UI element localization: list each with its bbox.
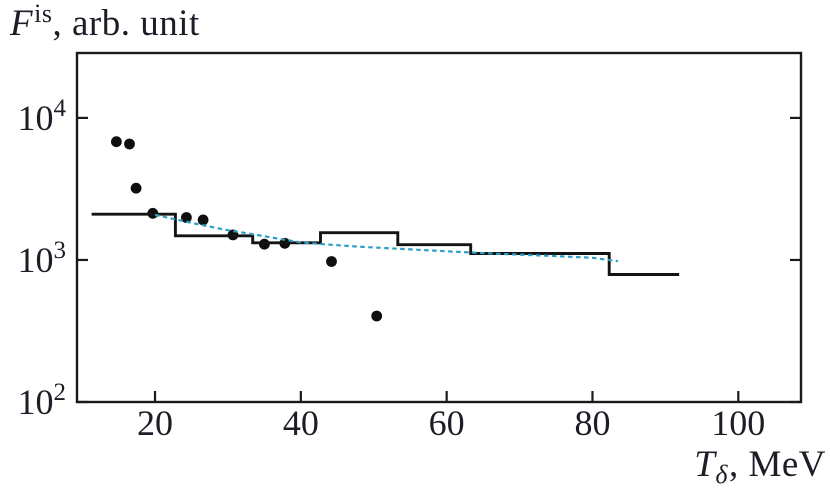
y-tick-label: 104 (18, 95, 67, 138)
y-title-symbol: F (10, 3, 34, 44)
y-title-superscript: is (34, 0, 53, 28)
x-title-symbol: T (694, 444, 716, 485)
x-tick-label: 100 (711, 403, 765, 443)
data-point (197, 214, 209, 226)
x-tick-label: 20 (137, 403, 173, 443)
data-point (124, 138, 135, 150)
histogram-step-line (91, 212, 680, 276)
data-point (111, 136, 122, 148)
x-tick-label: 60 (429, 403, 465, 443)
y-axis-title: Fis, arb. unit (10, 0, 200, 45)
x-axis-title: Tδ, MeV (694, 443, 826, 489)
data-point (326, 256, 337, 267)
plot-frame (75, 51, 803, 404)
x-title-rest: , MeV (728, 444, 826, 485)
y-tick-label: 103 (18, 237, 67, 280)
data-point (371, 310, 383, 322)
y-title-rest: , arb. unit (52, 3, 200, 44)
fit-curve-line (154, 213, 619, 263)
data-point (130, 182, 142, 194)
x-tick-label: 80 (574, 403, 610, 443)
x-title-subscript: δ (715, 460, 728, 489)
x-tick-label: 40 (283, 403, 319, 443)
data-point (181, 212, 192, 223)
y-tick-label: 102 (18, 379, 67, 422)
